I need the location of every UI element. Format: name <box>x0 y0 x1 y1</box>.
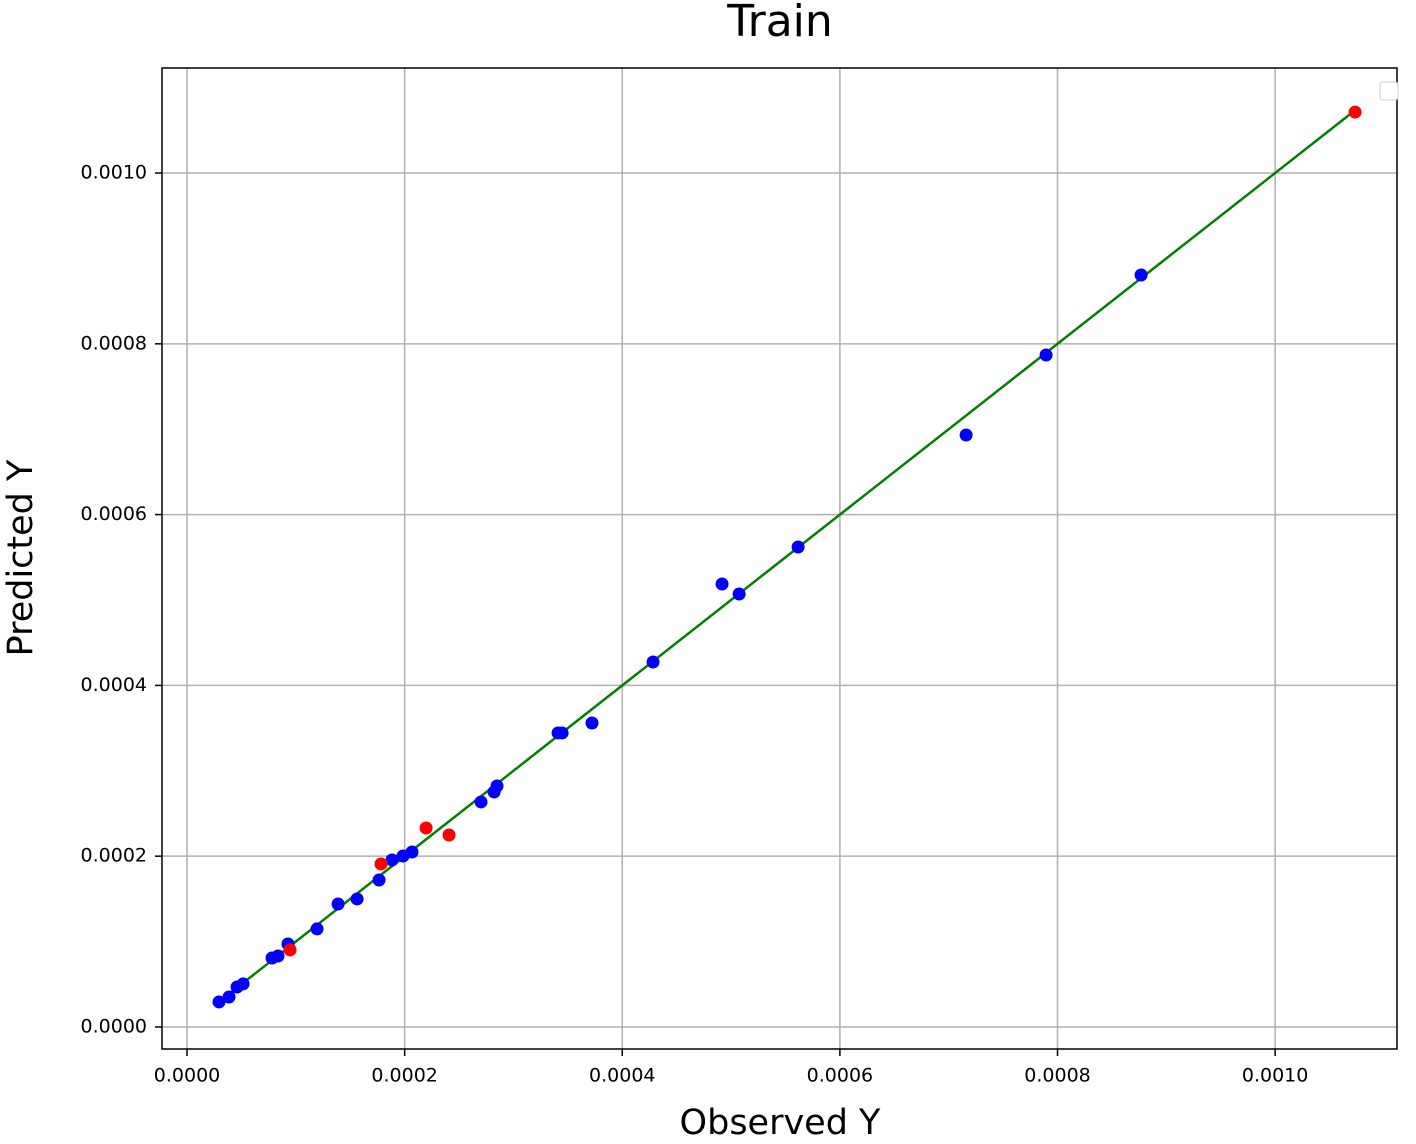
y-tick-label: 0.0002 <box>81 845 147 867</box>
grid <box>162 68 1397 1049</box>
y-tick-label: 0.0006 <box>81 503 147 525</box>
point <box>350 892 364 906</box>
y-axis-label: Predicted Y <box>1 459 41 656</box>
x-tick-label: 0.0002 <box>371 1065 437 1087</box>
y-tick-label: 0.0010 <box>81 162 147 184</box>
point <box>585 716 599 730</box>
x-axis-label: Observed Y <box>680 1103 882 1143</box>
point <box>271 949 285 963</box>
point <box>236 977 250 991</box>
point <box>385 853 399 867</box>
point <box>1348 105 1362 119</box>
legend-box <box>1379 81 1399 101</box>
marks <box>212 105 1362 1009</box>
point <box>212 995 226 1009</box>
point <box>374 857 388 871</box>
plot-frame <box>161 67 1398 1050</box>
point <box>331 897 345 911</box>
x-tick-label: 0.0004 <box>589 1065 655 1087</box>
y-tick-label: 0.0008 <box>81 332 147 354</box>
x-tick-label: 0.0000 <box>154 1065 220 1087</box>
point <box>222 990 236 1004</box>
point <box>490 779 504 793</box>
y-tick-label: 0.0000 <box>81 1015 147 1037</box>
fit-line <box>218 109 1356 1003</box>
point <box>283 943 297 957</box>
x-tick-label: 0.0008 <box>1024 1065 1090 1087</box>
point <box>372 873 386 887</box>
point <box>474 795 488 809</box>
point <box>715 577 729 591</box>
point <box>1134 268 1148 282</box>
chart-title: Train <box>726 0 833 47</box>
point <box>405 845 419 859</box>
point <box>310 922 324 936</box>
point <box>791 540 805 554</box>
x-tick-label: 0.0006 <box>807 1065 873 1087</box>
point <box>442 828 456 842</box>
x-tick-label: 0.0010 <box>1242 1065 1308 1087</box>
point <box>732 587 746 601</box>
point <box>959 428 973 442</box>
point <box>419 821 433 835</box>
point <box>555 726 569 740</box>
y-tick-label: 0.0004 <box>81 674 147 696</box>
point <box>1039 348 1053 362</box>
point <box>646 655 660 669</box>
